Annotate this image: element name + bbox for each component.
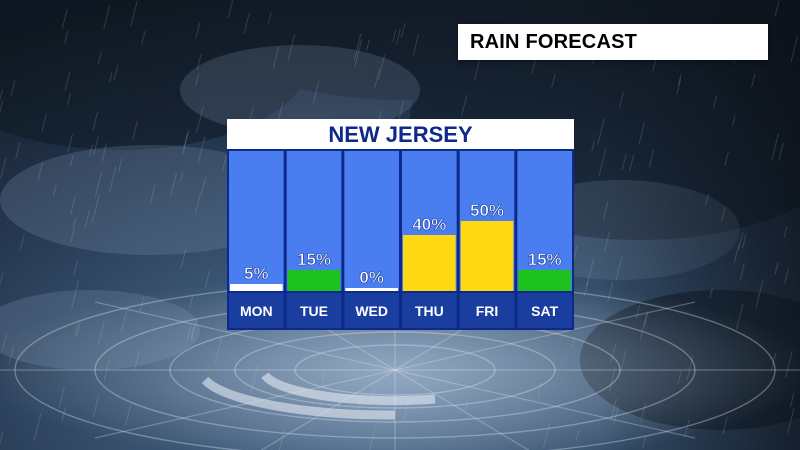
value-label-wed: 0% [359,268,384,287]
column-wed [344,151,399,291]
day-cell-sat [517,293,572,328]
tick-label-mon: MON [240,303,273,319]
bar-sat [518,270,571,291]
day-cell-thu [402,293,457,328]
day-cell-mon [229,293,284,328]
tick-label-wed: WED [355,303,388,319]
column-sat [517,151,572,291]
chart-title: NEW JERSEY [328,122,473,147]
tick-label-fri: FRI [476,303,499,319]
bar-fri [460,221,514,291]
column-tue [286,151,342,291]
bar-thu [403,235,456,291]
value-label-mon: 5% [244,264,269,283]
tick-label-tue: TUE [300,303,328,319]
radar-graphic [0,275,800,450]
tick-label-thu: THU [415,303,444,319]
day-cell-wed [344,293,399,328]
header-title: RAIN FORECAST [470,31,638,53]
column-mon [229,151,284,291]
value-label-thu: 40% [412,215,446,234]
rain-forecast-header: RAIN FORECAST [458,24,768,60]
value-label-fri: 50% [470,201,504,220]
bar-wed [345,288,398,291]
day-cell-tue [286,293,342,328]
baseline [227,291,574,293]
value-label-tue: 15% [297,250,331,269]
tick-label-sat: SAT [531,303,558,319]
forecast-panel: NEW JERSEY 5% MON 15% TUE 0% WED 40% THU 50% FRI 1… [227,119,574,330]
bar-tue [287,270,341,291]
value-label-sat: 15% [528,250,562,269]
panel-title-bar: NEW JERSEY [227,119,574,151]
rain-chance-chart: 5% MON 15% TUE 0% WED 40% THU 50% FRI 15% SAT [227,151,574,328]
bar-mon [230,284,283,291]
day-cell-fri [459,293,515,328]
